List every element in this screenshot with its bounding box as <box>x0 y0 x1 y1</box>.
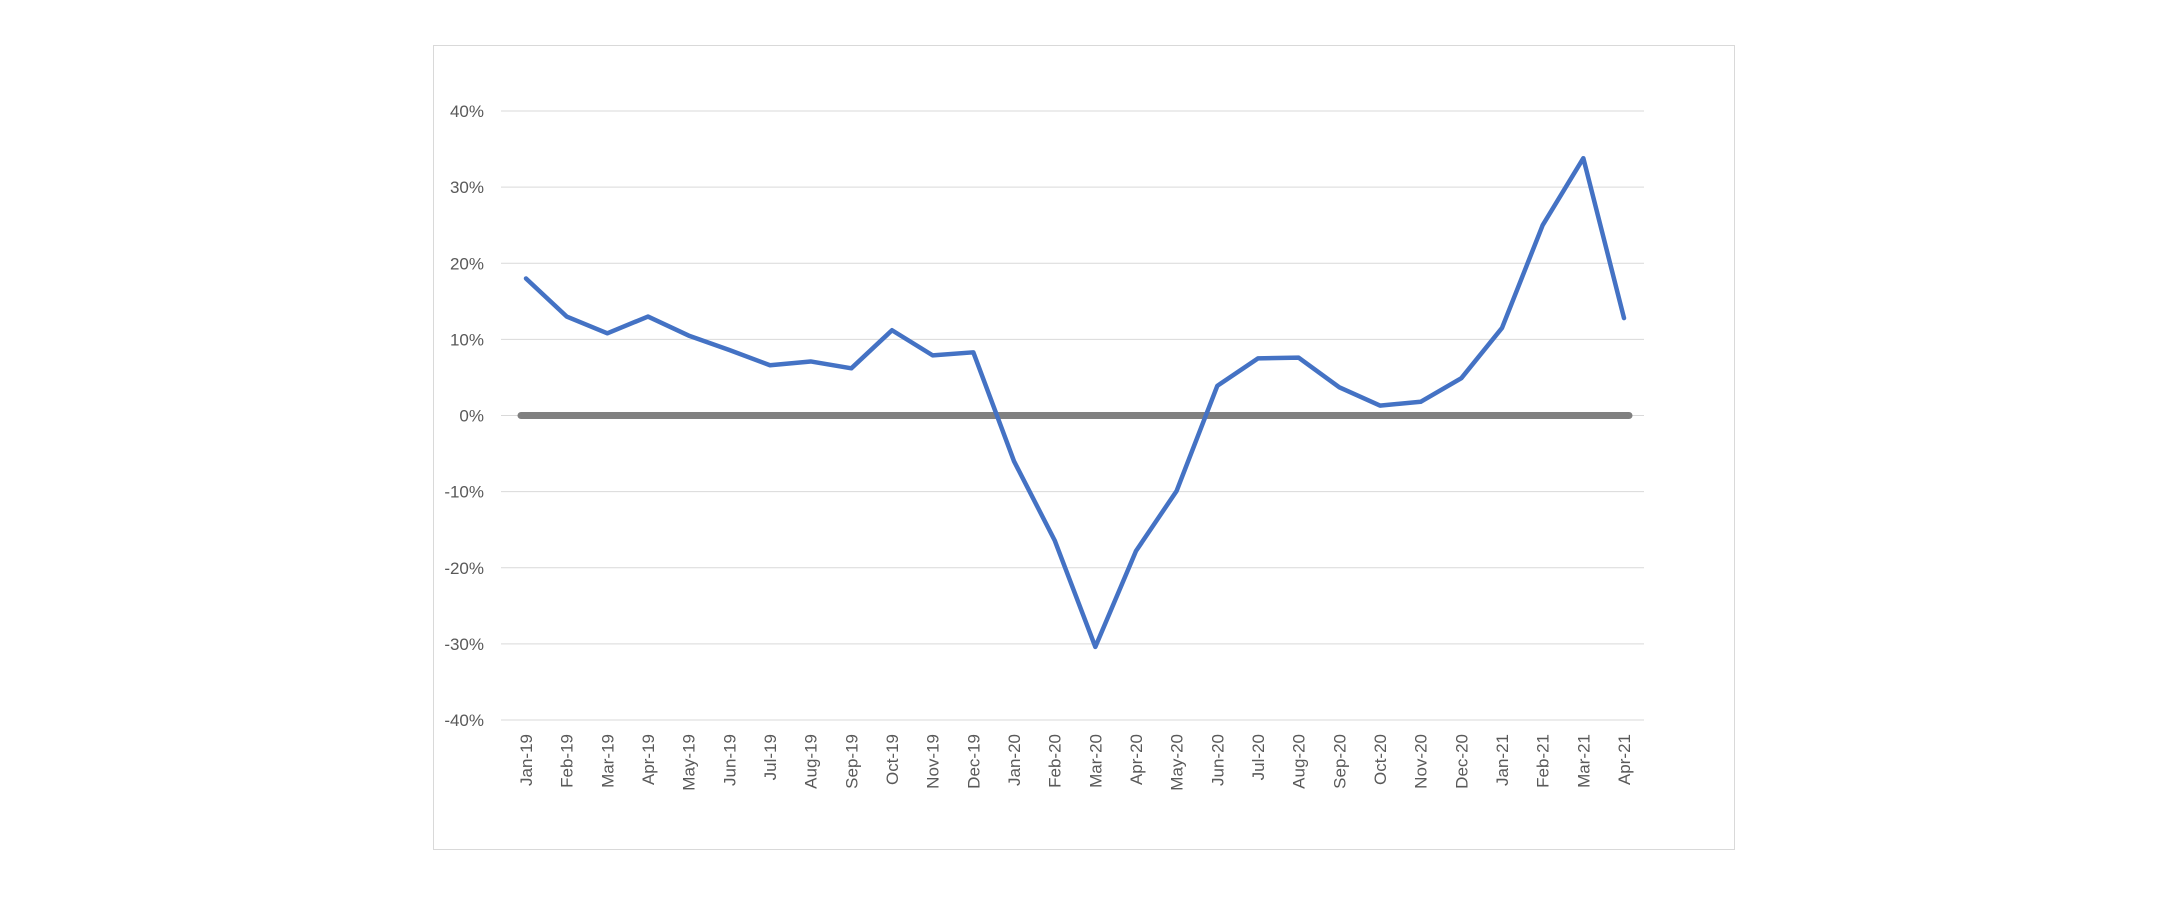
y-axis-tick-label: 0% <box>459 407 484 426</box>
y-axis-tick-label: 20% <box>450 254 484 273</box>
x-axis-tick-label: Jul-20 <box>1249 734 1268 780</box>
x-axis-tick-label: Dec-19 <box>964 734 983 789</box>
y-axis-tick-label: 10% <box>450 330 484 349</box>
x-axis-tick-label: Aug-20 <box>1290 734 1309 789</box>
y-axis-tick-label: 30% <box>450 178 484 197</box>
x-axis-tick-label: Jan-20 <box>1005 734 1024 786</box>
x-axis-tick-label: Feb-20 <box>1046 734 1065 788</box>
x-axis-tick-label: Feb-19 <box>558 734 577 788</box>
x-axis-tick-label: Jan-19 <box>517 734 536 786</box>
x-axis-tick-label: Jun-19 <box>720 734 739 786</box>
x-axis-tick-label: Mar-20 <box>1086 734 1105 788</box>
x-axis-tick-label: Jan-21 <box>1493 734 1512 786</box>
x-axis-tick-label: Apr-20 <box>1127 734 1146 785</box>
y-axis-tick-label: -40% <box>444 711 484 730</box>
x-axis-tick-label: May-19 <box>680 734 699 791</box>
y-axis-tick-label: -10% <box>444 483 484 502</box>
x-axis-tick-label: Sep-19 <box>842 734 861 789</box>
x-axis-tick-label: Jul-19 <box>761 734 780 780</box>
line-chart[interactable]: 40% 30% 20% 10% 0% -10% -20% -30% -40% Jan-19 Feb-… <box>433 45 1735 850</box>
x-axis-tick-label: Nov-19 <box>924 734 943 789</box>
x-axis-tick-label: May-20 <box>1168 734 1187 791</box>
x-axis-tick-label: Apr-19 <box>639 734 658 785</box>
data-series-line <box>523 155 1627 650</box>
x-axis-tick-label: Mar-19 <box>598 734 617 788</box>
y-axis-tick-label: 40% <box>450 102 484 121</box>
x-axis-tick-label: Oct-19 <box>883 734 902 785</box>
y-axis-tick-label: -20% <box>444 559 484 578</box>
x-axis-tick-label: Jun-20 <box>1208 734 1227 786</box>
x-axis-tick-label: Dec-20 <box>1452 734 1471 789</box>
x-axis-tick-label: Mar-21 <box>1574 734 1593 788</box>
x-axis-tick-label: Apr-21 <box>1615 734 1634 785</box>
chart-plot-area: 40% 30% 20% 10% 0% -10% -20% -30% -40% Jan-19 Feb-… <box>444 102 1644 791</box>
x-axis-tick-label: Nov-20 <box>1412 734 1431 789</box>
x-axis-tick-label: Aug-19 <box>802 734 821 789</box>
x-axis-tick-label: Oct-20 <box>1371 734 1390 785</box>
x-axis-tick-label: Sep-20 <box>1330 734 1349 789</box>
y-axis-tick-label: -30% <box>444 635 484 654</box>
x-axis-tick-label: Feb-21 <box>1534 734 1553 788</box>
